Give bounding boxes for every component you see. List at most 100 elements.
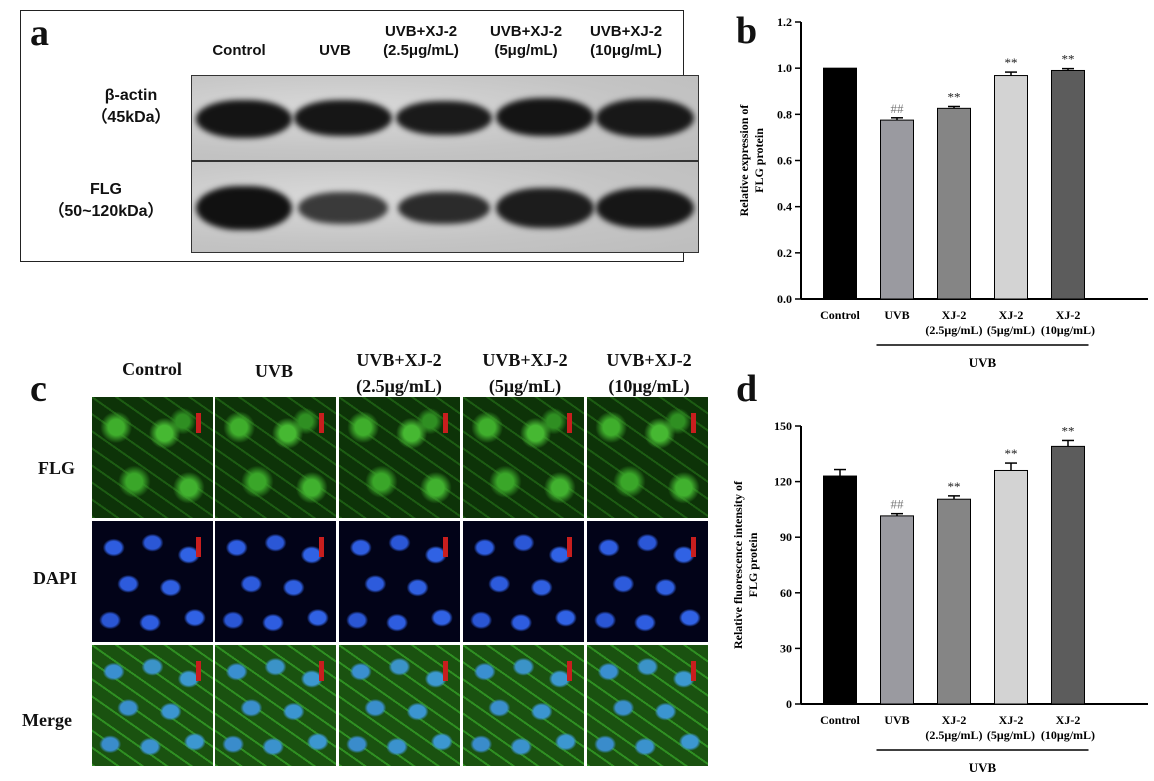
blot-band bbox=[398, 192, 490, 224]
x-category-label: Control bbox=[820, 308, 860, 322]
scale-bar bbox=[196, 413, 201, 433]
x-category-label: XJ-2 (2.5μg/mL) bbox=[925, 713, 982, 742]
blot-band bbox=[496, 98, 594, 136]
x-category-label: XJ-2 (10μg/mL) bbox=[1041, 713, 1095, 742]
x-category-label: UVB bbox=[884, 308, 909, 322]
group-label: UVB bbox=[969, 760, 997, 775]
scale-bar bbox=[443, 661, 448, 681]
panel-d-letter: d bbox=[736, 368, 758, 410]
y-tick-label: 150 bbox=[774, 419, 792, 433]
scale-bar bbox=[443, 413, 448, 433]
x-category-label: XJ-2 (5μg/mL) bbox=[987, 308, 1035, 337]
y-axis-label: Relative expression ofFLG protein bbox=[737, 104, 766, 217]
if-row-label-merge: Merge bbox=[22, 710, 72, 730]
y-tick-label: 0.2 bbox=[777, 246, 792, 260]
if-image-flg bbox=[215, 397, 336, 518]
y-tick-label: 30 bbox=[780, 641, 792, 655]
blot-band bbox=[496, 188, 594, 228]
wb-row-label-flg: FLG （50~120kDa） bbox=[48, 181, 164, 220]
chart-b-relative-expression: 0.0 0.2 0.4 0.6 0.8 1.0 1.2 Relative expression… bbox=[737, 15, 1148, 370]
if-column-header: Control bbox=[122, 359, 182, 379]
if-column-header: UVB+XJ-2 (10μg/mL) bbox=[606, 350, 692, 396]
significance-mark: ** bbox=[1062, 423, 1075, 438]
scale-bar bbox=[319, 413, 324, 433]
scale-bar bbox=[691, 661, 696, 681]
if-image-merge bbox=[92, 645, 213, 766]
if-image-dapi bbox=[463, 521, 584, 642]
blot-band bbox=[396, 101, 492, 135]
if-image-dapi bbox=[587, 521, 708, 642]
group-label: UVB bbox=[969, 355, 997, 370]
wb-column-header: UVB+XJ-2 (2.5μg/mL) bbox=[383, 23, 459, 59]
y-tick-label: 0.0 bbox=[777, 292, 792, 306]
bar-4 bbox=[1051, 69, 1085, 300]
if-image-merge bbox=[215, 645, 336, 766]
x-category-label: XJ-2 (2.5μg/mL) bbox=[925, 308, 982, 337]
scale-bar bbox=[691, 413, 696, 433]
if-column-header: UVB+XJ-2 (5μg/mL) bbox=[482, 350, 568, 396]
scale-bar bbox=[196, 661, 201, 681]
y-tick-label: 0.6 bbox=[777, 154, 792, 168]
y-axis-label: Relative fluorescence intensity ofFLG pr… bbox=[731, 480, 760, 649]
y-tick-label: 0 bbox=[786, 697, 792, 711]
scale-bar bbox=[196, 537, 201, 557]
x-category-label: XJ-2 (5μg/mL) bbox=[987, 713, 1035, 742]
if-column-header: UVB+XJ-2 (2.5μg/mL) bbox=[356, 350, 442, 396]
scale-bar bbox=[567, 413, 572, 433]
bar-2 bbox=[937, 107, 971, 300]
blot-band bbox=[298, 192, 388, 224]
y-tick-label: 60 bbox=[780, 586, 792, 600]
panel-c-letter: c bbox=[30, 368, 47, 410]
if-image-dapi bbox=[92, 521, 213, 642]
significance-mark: ** bbox=[948, 479, 961, 494]
x-category-label: UVB bbox=[884, 713, 909, 727]
if-row-label-flg: FLG bbox=[38, 458, 76, 478]
blot-band bbox=[596, 99, 694, 137]
scale-bar bbox=[691, 537, 696, 557]
if-image-dapi bbox=[215, 521, 336, 642]
wb-column-header: UVB bbox=[319, 42, 351, 59]
x-category-label: Control bbox=[820, 713, 860, 727]
significance-mark: ** bbox=[1005, 55, 1018, 70]
significance-mark: ## bbox=[891, 497, 905, 512]
bar-1 bbox=[880, 515, 914, 705]
scale-bar bbox=[567, 661, 572, 681]
actin-blot-strip bbox=[191, 75, 699, 161]
if-row-label-dapi: DAPI bbox=[33, 568, 77, 588]
wb-column-header: UVB+XJ-2 (10μg/mL) bbox=[589, 23, 663, 59]
significance-mark: ## bbox=[891, 101, 905, 116]
bar-2 bbox=[937, 498, 971, 705]
significance-mark: ** bbox=[1062, 52, 1075, 67]
blot-band bbox=[596, 188, 694, 228]
significance-mark: ** bbox=[948, 89, 961, 104]
wb-column-header: Control bbox=[212, 42, 266, 59]
if-column-header: UVB bbox=[254, 361, 293, 381]
flg-blot-strip bbox=[191, 161, 699, 253]
panel-b-letter: b bbox=[736, 10, 758, 52]
if-image-flg bbox=[92, 397, 213, 518]
bar-4 bbox=[1051, 445, 1085, 705]
y-tick-label: 90 bbox=[780, 530, 792, 544]
y-tick-label: 120 bbox=[774, 475, 792, 489]
if-image-flg bbox=[587, 397, 708, 518]
bar-3 bbox=[994, 469, 1028, 705]
wb-column-header: UVB+XJ-2 (5μg/mL) bbox=[489, 23, 563, 59]
if-image-flg bbox=[463, 397, 584, 518]
blot-band bbox=[196, 186, 292, 230]
if-image-dapi bbox=[339, 521, 460, 642]
bar-1 bbox=[880, 119, 914, 300]
if-image-flg bbox=[339, 397, 460, 518]
bar-0 bbox=[823, 67, 857, 300]
significance-mark: ** bbox=[1005, 446, 1018, 461]
y-tick-label: 1.0 bbox=[777, 61, 792, 75]
western-blot-frame: Control UVB UVB+XJ-2 (2.5μg/mL) UVB+XJ-2… bbox=[20, 10, 699, 262]
panel-a-letter: a bbox=[30, 12, 49, 54]
y-tick-label: 1.2 bbox=[777, 15, 792, 29]
if-image-merge bbox=[339, 645, 460, 766]
scale-bar bbox=[443, 537, 448, 557]
bar-3 bbox=[994, 75, 1028, 300]
scale-bar bbox=[319, 537, 324, 557]
blot-band bbox=[196, 100, 292, 138]
bar-0 bbox=[823, 475, 857, 705]
chart-d-fluorescence-intensity: 0 30 60 90 120 150 Relative fluorescence inten… bbox=[731, 419, 1148, 775]
